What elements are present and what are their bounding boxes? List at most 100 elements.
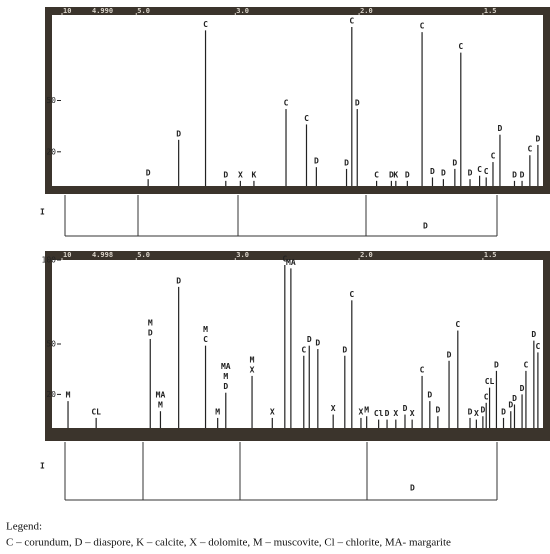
peak-label: D bbox=[512, 394, 517, 403]
peak-label: C bbox=[458, 42, 463, 51]
peak-label: X bbox=[474, 409, 479, 418]
peak-label: C bbox=[455, 320, 460, 329]
peak-label: D bbox=[435, 406, 440, 415]
peak-label: C bbox=[484, 392, 489, 401]
peak-label: D bbox=[501, 407, 506, 416]
peak-label: D bbox=[498, 124, 503, 133]
peak-label: C bbox=[420, 365, 425, 374]
legend-text: C – corundum, D – diaspore, K – calcite,… bbox=[6, 537, 451, 549]
peak-label: D bbox=[385, 409, 390, 418]
peak-label: M bbox=[250, 355, 255, 364]
peak-label: D bbox=[520, 170, 525, 179]
peak-label: D bbox=[405, 170, 410, 179]
peak-label: M bbox=[203, 325, 208, 334]
peak-label: C bbox=[349, 290, 354, 299]
x-tick-label: 2.0 bbox=[360, 251, 373, 259]
x-tick-label: 1.5 bbox=[484, 251, 497, 259]
y-tick-label: 50 bbox=[46, 340, 56, 349]
peak-label: C bbox=[524, 360, 529, 369]
y-tick-label: 50 bbox=[46, 96, 56, 105]
peak-label: M bbox=[215, 407, 220, 416]
peak-label: CL bbox=[485, 377, 495, 386]
peak-label: D bbox=[344, 158, 349, 167]
peak-label: M bbox=[223, 372, 228, 381]
peak-label: C bbox=[491, 152, 496, 161]
x-tick-label: 3.0 bbox=[236, 251, 249, 259]
peak-label: MA bbox=[221, 362, 231, 371]
plot-area bbox=[52, 260, 543, 428]
peak-label: X bbox=[238, 170, 243, 179]
peak-label: X bbox=[250, 365, 255, 374]
peak-label: CL bbox=[91, 407, 101, 416]
y-tick-label: 100 bbox=[42, 256, 57, 265]
peak-label: K bbox=[393, 170, 398, 179]
peak-label: X bbox=[393, 409, 398, 418]
peak-label: D bbox=[494, 360, 499, 369]
peak-label: D bbox=[468, 169, 473, 178]
peak-label: C bbox=[301, 345, 306, 354]
peak-label: D bbox=[314, 157, 319, 166]
peak-label: MA bbox=[156, 391, 166, 400]
peak-label: C bbox=[535, 342, 540, 351]
x-tick-label: 2.0 bbox=[360, 7, 373, 15]
peak-label: C bbox=[484, 167, 489, 176]
legend-title: Legend: bbox=[6, 521, 42, 533]
peak-label: D bbox=[447, 350, 452, 359]
plot-area bbox=[52, 15, 543, 186]
x-tick-label: 1.5 bbox=[484, 7, 497, 15]
strip-axis-label: I bbox=[40, 462, 45, 471]
peak-label: X bbox=[331, 404, 336, 413]
y-tick-label: 20 bbox=[46, 147, 56, 156]
peak-label: X bbox=[410, 409, 415, 418]
peak-label: D bbox=[148, 328, 153, 337]
peak-label: D bbox=[480, 406, 485, 415]
x-tick-label: 10 bbox=[63, 251, 71, 259]
peak-label: D bbox=[176, 276, 181, 285]
peak-label: C bbox=[203, 335, 208, 344]
peak-label: M bbox=[66, 391, 71, 400]
peak-label: Cl bbox=[374, 409, 384, 418]
peak-label: D bbox=[355, 99, 360, 108]
strip-axis-label: I bbox=[40, 208, 45, 217]
peak-label: M bbox=[148, 318, 153, 327]
peak-label: M bbox=[158, 401, 163, 410]
x-tick-label: 5.0 bbox=[137, 251, 150, 259]
y-tick-label: 20 bbox=[46, 390, 56, 399]
peak-label: D bbox=[307, 335, 312, 344]
peak-label: D bbox=[315, 339, 320, 348]
cursor-readout: 4.998 bbox=[92, 251, 113, 259]
peak-label: D bbox=[468, 407, 473, 416]
peak-label: C bbox=[284, 99, 289, 108]
peak-label: C bbox=[349, 16, 354, 25]
peak-label: D bbox=[531, 330, 536, 339]
peak-label: C bbox=[282, 255, 287, 264]
cursor-readout: 4.990 bbox=[92, 7, 113, 15]
peak-label: C bbox=[203, 20, 208, 29]
peak-label: D bbox=[520, 384, 525, 393]
strip-label: D bbox=[423, 222, 428, 231]
peak-label: D bbox=[512, 170, 517, 179]
peak-label: D bbox=[176, 129, 181, 138]
peak-label: C bbox=[477, 165, 482, 174]
peak-label: D bbox=[430, 167, 435, 176]
peak-label: D bbox=[441, 169, 446, 178]
peak-label: X bbox=[359, 407, 364, 416]
x-tick-label: 3.0 bbox=[236, 7, 249, 15]
peak-label: D bbox=[508, 401, 513, 410]
peak-label: MA bbox=[286, 258, 296, 267]
peak-label: D bbox=[389, 170, 394, 179]
peak-label: D bbox=[535, 134, 540, 143]
peak-label: D bbox=[223, 170, 228, 179]
peak-label: D bbox=[427, 391, 432, 400]
peak-label: X bbox=[270, 407, 275, 416]
peak-label: C bbox=[374, 170, 379, 179]
peak-label: C bbox=[527, 145, 532, 154]
peak-label: D bbox=[452, 158, 457, 167]
peak-label: C bbox=[420, 22, 425, 31]
peak-label: D bbox=[403, 404, 408, 413]
peak-label: M bbox=[364, 406, 369, 415]
strip-label: D bbox=[410, 484, 415, 493]
peak-label: K bbox=[252, 170, 257, 179]
x-tick-label: 5.0 bbox=[137, 7, 150, 15]
